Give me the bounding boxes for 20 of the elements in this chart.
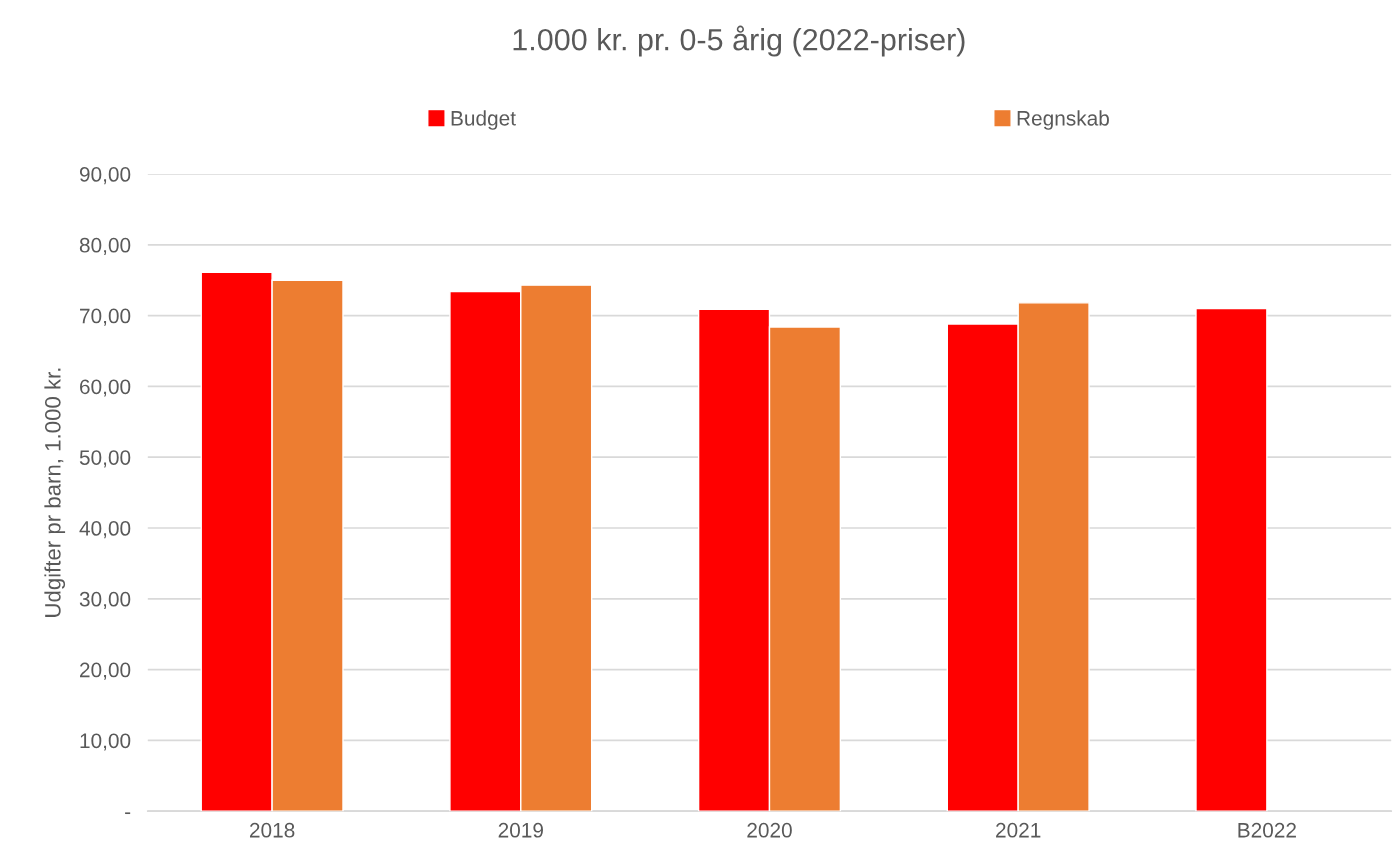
y-tick-label: 40,00 bbox=[79, 521, 131, 539]
y-tick-label: - bbox=[125, 812, 131, 815]
y-tick-label: 90,00 bbox=[79, 167, 131, 185]
y-tick-label: 80,00 bbox=[79, 237, 131, 256]
bar bbox=[1195, 307, 1268, 812]
y-axis-title: Udgifter pr barn, 1.000 kr. bbox=[44, 368, 66, 617]
x-tick-label: 2020 bbox=[747, 822, 792, 838]
y-tick-label: 30,00 bbox=[79, 591, 131, 610]
x-tick-label: 2018 bbox=[249, 822, 295, 838]
legend-label: Budget bbox=[451, 110, 516, 130]
y-tick-label: 60,00 bbox=[80, 379, 131, 397]
legend-label: Regnskab bbox=[1017, 110, 1109, 130]
y-tick-label: 50,00 bbox=[79, 450, 131, 468]
y-tick-label: 70,00 bbox=[80, 308, 131, 326]
x-tick-label: 2019 bbox=[498, 822, 543, 838]
x-tick-label: B2022 bbox=[1238, 822, 1296, 838]
y-tick-label: 20,00 bbox=[80, 662, 131, 680]
x-tick-label: 2021 bbox=[996, 822, 1041, 838]
chart-title: 1.000 kr. pr. 0-5 årig (2022-priser) bbox=[513, 25, 965, 57]
y-tick-label: 10,00 bbox=[80, 733, 131, 751]
